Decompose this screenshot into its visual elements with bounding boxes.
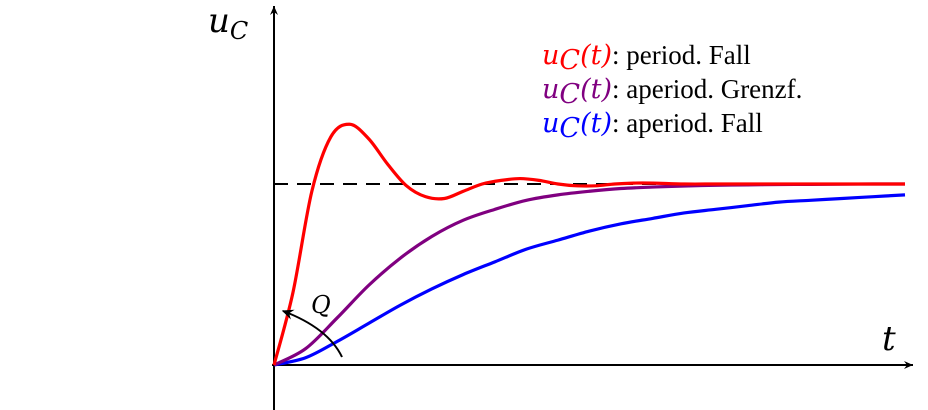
legend-var-2: u	[542, 74, 559, 105]
legend-label-3: : aperiod. Fall	[612, 108, 763, 138]
legend-entry-3: uC(t): aperiod. Fall	[542, 108, 763, 144]
series-line-3	[273, 193, 906, 367]
x-axis-label: t	[882, 319, 896, 359]
legend-entry-2: uC(t): aperiod. Grenzf.	[542, 74, 802, 110]
legend-var-1: u	[542, 40, 559, 71]
legend-sub-2: C	[559, 79, 580, 110]
legend-sub-1: C	[559, 45, 580, 76]
legend-arg-2: (t)	[580, 74, 612, 105]
y-axis-label: uC	[208, 1, 248, 45]
series-group	[272, 122, 906, 367]
legend-arg-1: (t)	[580, 40, 612, 71]
legend-entry-1: uC(t): period. Fall	[542, 40, 751, 76]
series-line-2	[273, 182, 906, 367]
y-axis-label-sub: C	[230, 17, 248, 45]
y-axis-label-main: u	[208, 1, 230, 41]
legend-label-1: : period. Fall	[612, 40, 751, 70]
series-line-1	[272, 122, 905, 366]
q-annotation-arc	[281, 309, 343, 358]
legend-var-3: u	[542, 108, 559, 139]
legend-label-2: : aperiod. Grenzf.	[612, 74, 802, 104]
legend-arg-3: (t)	[580, 108, 612, 139]
q-annotation-label: Q	[311, 291, 331, 319]
legend-sub-3: C	[559, 113, 580, 144]
